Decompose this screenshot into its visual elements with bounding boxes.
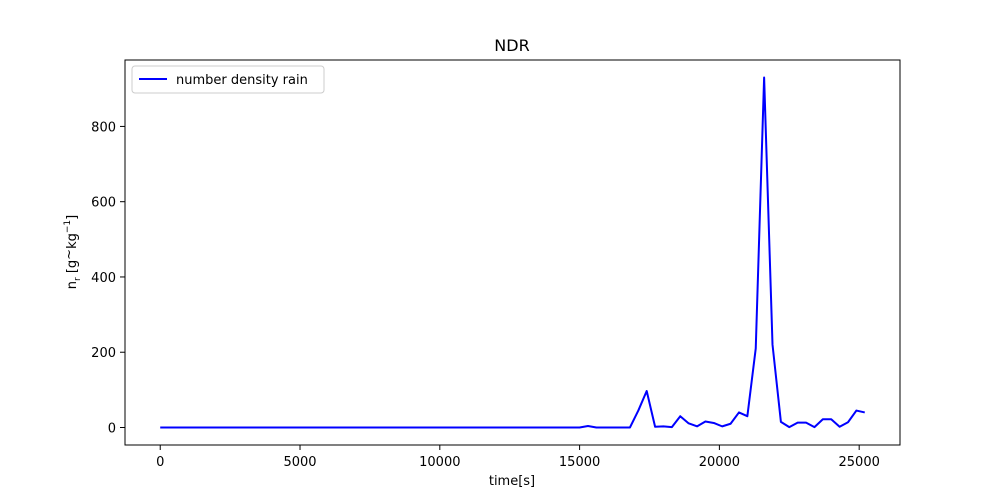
x-axis-label: time[s] bbox=[489, 474, 535, 489]
y-tick-label: 200 bbox=[91, 346, 116, 361]
chart-title: NDR bbox=[494, 36, 529, 55]
series-layer bbox=[160, 76, 865, 429]
y-axis-label-close: ] bbox=[65, 215, 80, 220]
y-axis-label-subscript: r bbox=[73, 277, 83, 281]
y-axis-label-unit: kg bbox=[65, 233, 80, 249]
y-axis-label-main: n bbox=[65, 281, 80, 289]
y-tick-label: 600 bbox=[91, 196, 116, 211]
y-axis-ticks: 0 200 400 600 800 bbox=[91, 120, 125, 437]
y-tick-label: 800 bbox=[91, 120, 116, 135]
x-tick-label: 25000 bbox=[839, 455, 880, 470]
x-tick-label: 10000 bbox=[419, 455, 460, 470]
y-tick-label: 400 bbox=[91, 271, 116, 286]
x-tick-label: 15000 bbox=[559, 455, 600, 470]
y-axis-label-tilde: ~ bbox=[62, 249, 77, 260]
plot-frame bbox=[124, 59, 901, 446]
legend-box bbox=[131, 65, 325, 94]
legend-label-number-density-rain: number density rain bbox=[176, 73, 308, 88]
y-tick-label: 0 bbox=[108, 422, 116, 437]
x-axis-ticks: 0 5000 10000 15000 20000 25000 bbox=[156, 445, 880, 470]
y-axis-label-superscript: −1 bbox=[63, 220, 73, 233]
legend: number density rain bbox=[131, 65, 325, 94]
x-tick-label: 0 bbox=[156, 455, 164, 470]
y-axis-label-open: [g bbox=[65, 260, 80, 277]
x-tick-label: 5000 bbox=[283, 455, 316, 470]
series-line-number-density-rain bbox=[160, 76, 865, 429]
x-tick-label: 20000 bbox=[699, 455, 740, 470]
y-axis-label: nr [g~kg−1] bbox=[62, 215, 83, 289]
